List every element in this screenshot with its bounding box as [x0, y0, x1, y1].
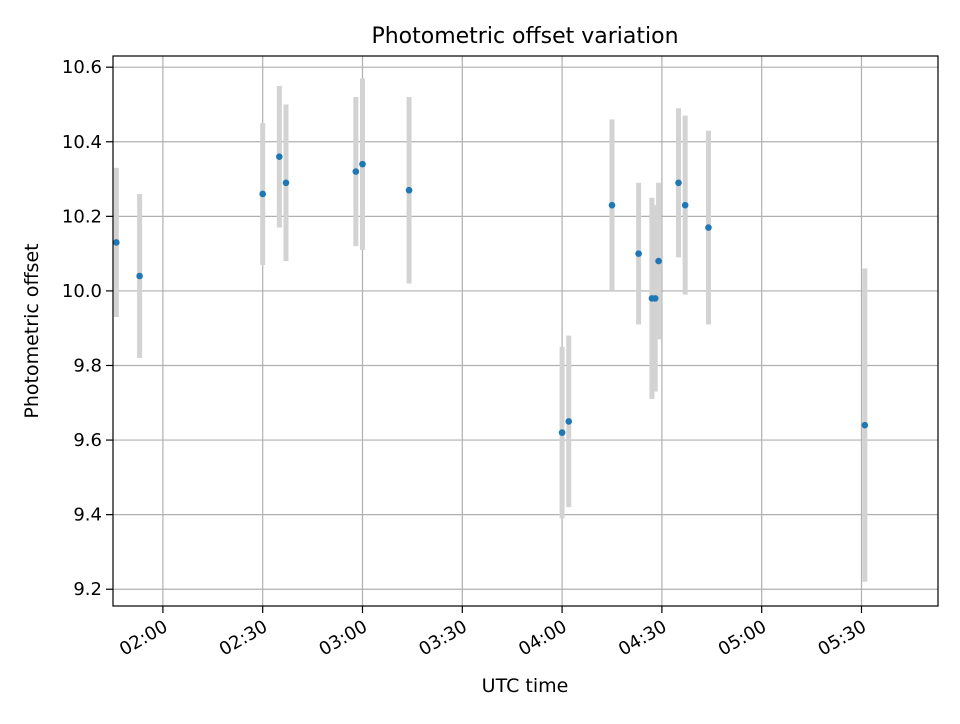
y-tick-label: 10.6: [62, 57, 102, 78]
y-tick-label: 10.4: [62, 132, 102, 153]
y-axis: 9.2 9.4 9.6 9.8 10.0 10.2 10.4 10.6: [62, 57, 113, 600]
y-tick-label: 9.2: [73, 579, 102, 600]
data-point: [608, 201, 616, 209]
data-point: [405, 186, 413, 194]
data-point: [675, 179, 682, 187]
y-tick-label: 10.0: [62, 281, 102, 302]
data-point: [565, 418, 573, 425]
data-point: [352, 168, 360, 175]
chart-title: Photometric offset variation: [371, 24, 678, 49]
data-point: [558, 429, 566, 436]
data-point: [282, 179, 290, 187]
y-axis-label: Photometric offset: [21, 243, 43, 418]
data-point: [259, 190, 266, 198]
grid: [113, 56, 938, 606]
data-point: [276, 153, 283, 160]
data-point: [861, 421, 869, 429]
data-point: [136, 272, 143, 280]
x-axis-label: UTC time: [482, 675, 569, 697]
data-point: [635, 250, 642, 257]
plot-frame: [112, 55, 939, 607]
data-point: [655, 257, 662, 265]
data-point: [705, 224, 712, 231]
data-point: [113, 239, 120, 246]
data-point: [681, 201, 689, 209]
data-points: [113, 153, 869, 436]
data-point: [359, 160, 366, 168]
y-tick-label: 9.4: [73, 505, 102, 526]
data-point: [651, 295, 659, 302]
y-tick-label: 9.6: [73, 430, 102, 451]
y-tick-label: 9.8: [73, 355, 102, 376]
y-tick-label: 10.2: [62, 206, 102, 227]
